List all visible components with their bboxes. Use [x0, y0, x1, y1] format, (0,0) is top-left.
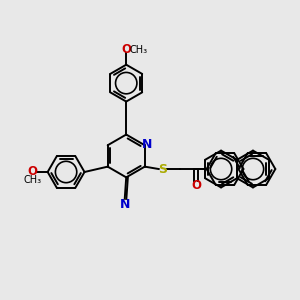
- Text: O: O: [27, 166, 37, 178]
- Text: S: S: [158, 163, 167, 176]
- Text: N: N: [142, 138, 152, 151]
- Text: O: O: [191, 179, 201, 193]
- Text: O: O: [121, 43, 131, 56]
- Text: N: N: [119, 198, 130, 211]
- Text: CH₃: CH₃: [130, 44, 148, 55]
- Text: CH₃: CH₃: [23, 175, 41, 185]
